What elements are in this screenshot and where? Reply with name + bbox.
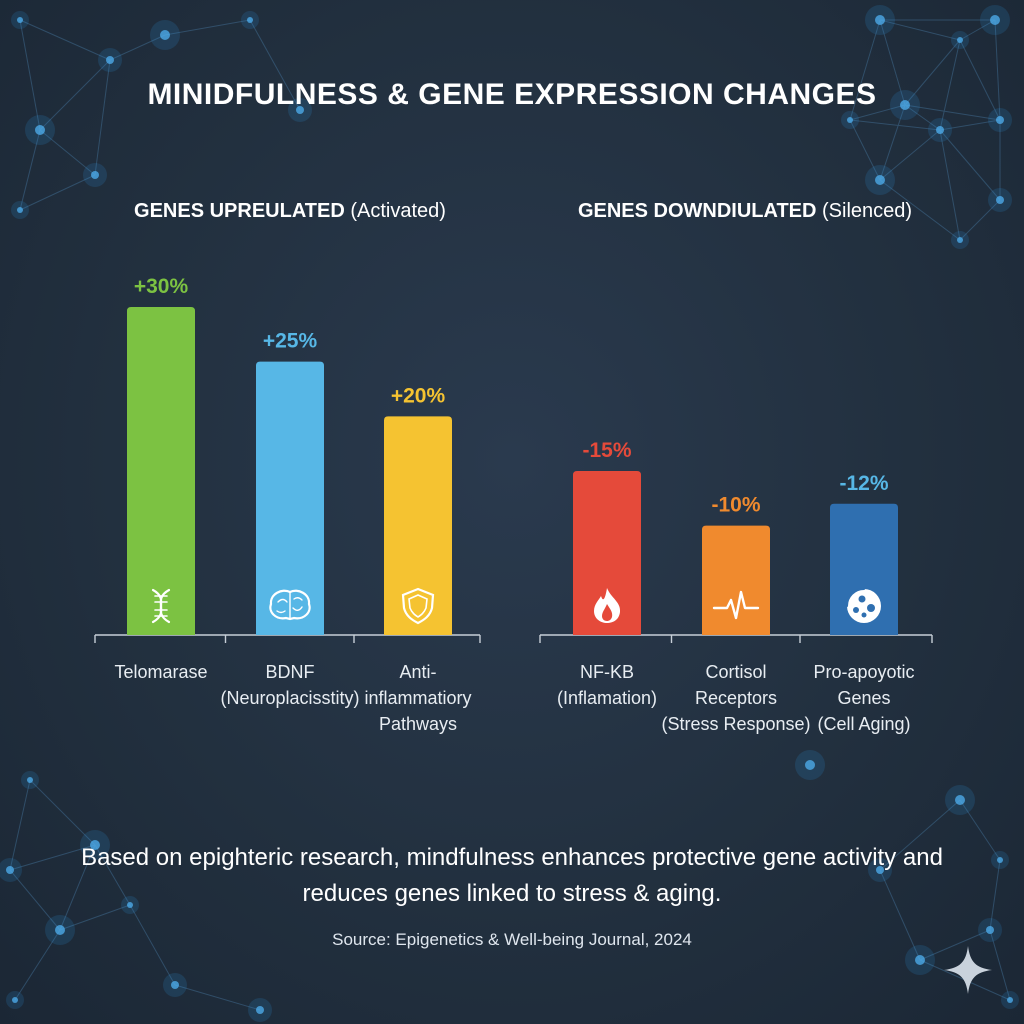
downregulated-value-label-2: -10% bbox=[711, 494, 760, 517]
sparkle-icon bbox=[944, 946, 992, 994]
summary-text: Based on epighteric research, mindfulnes… bbox=[81, 844, 943, 907]
upregulated-category-label-2: BDNF bbox=[266, 662, 315, 682]
upregulated-category-label-1: Telomarase bbox=[114, 662, 207, 682]
source-citation: Source: Epigenetics & Well-being Journal… bbox=[332, 930, 692, 949]
upregulated-category-label-2: (Neuroplacisstity) bbox=[220, 688, 359, 708]
brain-icon bbox=[269, 589, 311, 621]
downregulated-category-label-2: Receptors bbox=[695, 688, 777, 708]
downregulated-value-label-3: -12% bbox=[839, 472, 888, 495]
downregulated-category-label-3: Pro-apoyotic bbox=[813, 662, 914, 682]
downregulated-category-label-1: NF-KB bbox=[580, 662, 634, 682]
downregulated-chart: -15% NF-KB (Inflamation) -10% Cortisol Recept… bbox=[539, 439, 933, 734]
downregulated-value-label-1: -15% bbox=[582, 439, 631, 462]
upregulated-bar-2 bbox=[256, 361, 324, 635]
downregulated-category-label-1: (Inflamation) bbox=[557, 688, 657, 708]
upregulated-value-label-3: +20% bbox=[391, 384, 446, 407]
heartbeat-icon bbox=[712, 590, 760, 620]
upregulated-value-label-1: +30% bbox=[134, 275, 189, 298]
cell-icon bbox=[846, 588, 881, 623]
upregulated-value-label-2: +25% bbox=[263, 330, 318, 353]
upregulated-category-label-3: inflammatiory bbox=[364, 688, 471, 708]
downregulated-category-label-3: Genes bbox=[837, 688, 890, 708]
downregulated-category-label-2: Cortisol bbox=[705, 662, 766, 682]
upregulated-bar-3 bbox=[384, 416, 452, 635]
upregulated-panel-title: GENES UPREULATED (Activated) bbox=[80, 200, 500, 223]
downregulated-title-main: GENES DOWNDIULATED bbox=[577, 200, 817, 222]
downregulated-panel-title: GENES DOWNDIULATED (Silenced) bbox=[535, 200, 955, 223]
dna-icon bbox=[151, 588, 171, 624]
flame-icon bbox=[594, 588, 621, 623]
shield-icon bbox=[401, 587, 435, 625]
upregulated-title-sub: (Activated) bbox=[350, 200, 446, 222]
upregulated-category-label-3: Anti- bbox=[399, 662, 436, 682]
upregulated-bar-1 bbox=[127, 307, 195, 635]
upregulated-category-label-3: Pathways bbox=[379, 714, 457, 734]
upregulated-title-main: GENES UPREULATED bbox=[134, 200, 345, 222]
page-title: MINIDFULNESS & GENE EXPRESSION CHANGES bbox=[147, 78, 877, 111]
downregulated-category-label-3: (Cell Aging) bbox=[817, 714, 910, 734]
downregulated-category-label-2: (Stress Response) bbox=[661, 714, 810, 734]
upregulated-chart: +30% Telomarase +25% BDNF (Neuroplacisstity)… bbox=[94, 275, 481, 734]
downregulated-title-sub: (Silenced) bbox=[822, 200, 913, 222]
downregulated-bar-1 bbox=[573, 471, 641, 635]
